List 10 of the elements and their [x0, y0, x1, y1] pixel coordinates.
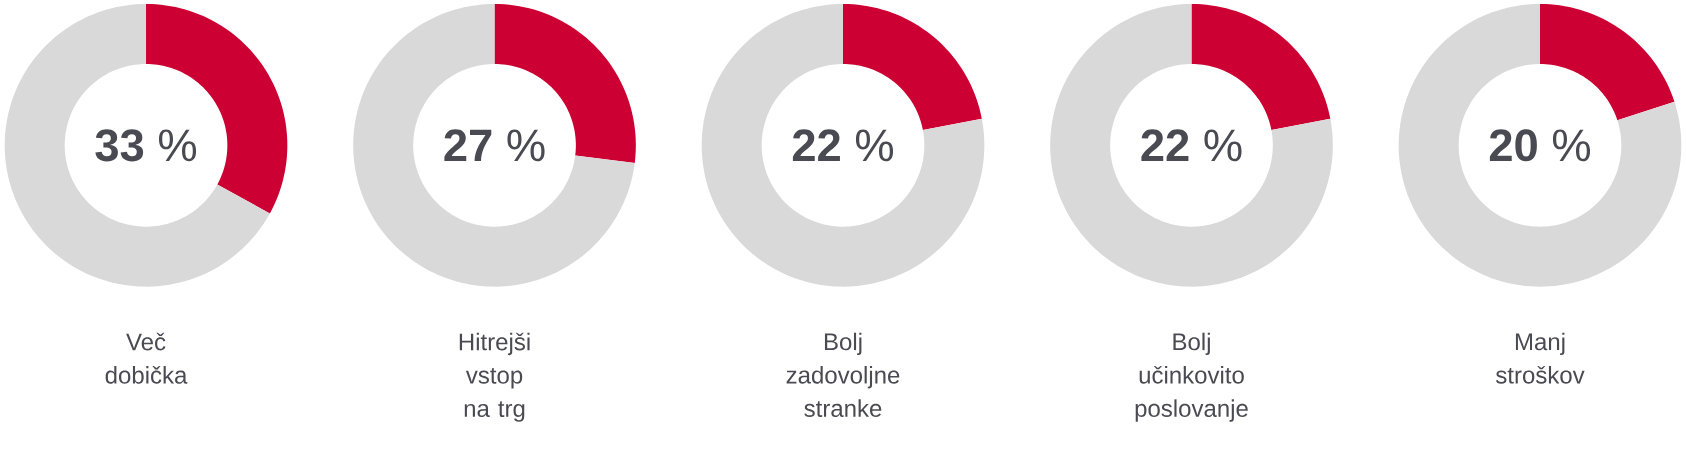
text: 33 %	[95, 129, 197, 162]
text: 20 %	[1489, 129, 1591, 162]
text: Bolj učinkovito poslovanje	[1135, 332, 1248, 422]
text: Hitrejši vstop na trg	[459, 332, 530, 422]
text: 22 %	[1141, 129, 1242, 162]
text: 27 %	[444, 129, 545, 162]
text: Manj stroškov	[1495, 332, 1585, 384]
text: 22 %	[792, 129, 894, 162]
text: Več dobička	[105, 332, 188, 384]
text: Bolj zadovoljne stranke	[786, 332, 900, 417]
